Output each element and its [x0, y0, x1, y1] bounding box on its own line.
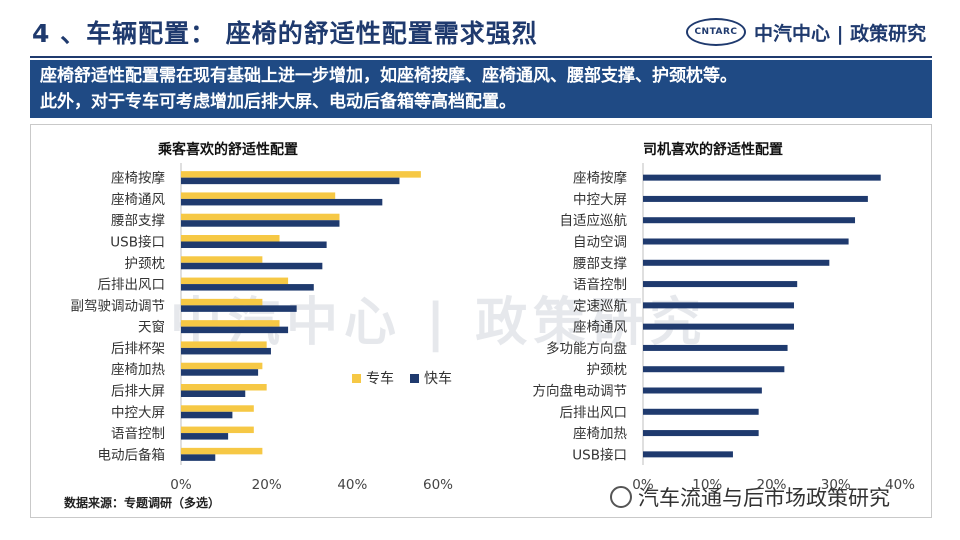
x-tick-label: 30%: [821, 477, 851, 493]
bar-专车: [181, 426, 254, 434]
category-label: 多功能方向盘: [546, 340, 627, 357]
bar-司机: [643, 323, 794, 330]
legend-swatch: [352, 374, 361, 383]
category-label: 电动后备箱: [98, 446, 166, 463]
category-label: 座椅加热: [573, 426, 627, 442]
category-label: 后排大屏: [111, 384, 165, 400]
logo-mark: CNTARC: [686, 18, 746, 46]
category-label: USB接口: [110, 234, 165, 251]
chart-title: 司机喜欢的舒适性配置: [643, 141, 783, 158]
x-tick-label: 0%: [170, 477, 192, 493]
bar-快车: [181, 177, 400, 185]
bar-司机: [643, 281, 798, 288]
category-label: 护颈枕: [125, 256, 166, 272]
bar-专车: [181, 320, 280, 327]
category-label: 自适应巡航: [560, 212, 628, 229]
bar-快车: [181, 262, 323, 270]
category-label: 座椅通风: [111, 192, 165, 208]
bar-专车: [181, 235, 280, 242]
x-tick-label: 10%: [692, 477, 722, 493]
category-label: 语音控制: [573, 276, 627, 293]
bar-专车: [181, 384, 267, 391]
bar-专车: [181, 341, 267, 348]
bar-司机: [643, 387, 762, 394]
bar-专车: [181, 298, 263, 306]
wechat-attribution: 汽车流通与后市场政策研究: [610, 482, 890, 512]
page-title: 4 、车辆配置： 座椅的舒适性配置需求强烈: [32, 19, 538, 48]
bar-司机: [643, 366, 785, 373]
bar-司机: [643, 302, 794, 309]
wechat-icon: [610, 486, 632, 508]
bar-快车: [181, 220, 340, 227]
bar-快车: [181, 433, 229, 440]
bar-专车: [181, 192, 336, 199]
bar-快车: [181, 241, 327, 248]
category-label: 座椅按摩: [111, 170, 165, 187]
bar-专车: [181, 213, 340, 221]
bar-专车: [181, 447, 263, 455]
category-label: 后排杯架: [111, 341, 165, 357]
category-label: 副驾驶调动调节: [71, 298, 166, 314]
data-source-note: 数据来源：专题调研（多选）: [64, 496, 221, 510]
bar-专车: [181, 171, 421, 178]
bar-司机: [643, 408, 759, 415]
x-tick-label: 20%: [252, 477, 282, 493]
category-label: 方向盘电动调节: [533, 383, 628, 400]
title-divider: [30, 56, 932, 58]
category-label: 中控大屏: [573, 192, 627, 208]
bar-快车: [181, 454, 216, 461]
legend-label: 专车: [366, 370, 394, 387]
bar-快车: [181, 411, 233, 419]
bar-快车: [181, 198, 383, 206]
summary-banner: 座椅舒适性配置需在现有基础上进一步增加，如座椅按摩、座椅通风、腰部支撑、护颈枕等…: [30, 60, 932, 118]
bar-司机: [643, 195, 868, 202]
bar-司机: [643, 451, 733, 458]
bar-专车: [181, 362, 263, 370]
bar-快车: [181, 305, 297, 312]
category-label: 座椅加热: [111, 362, 165, 378]
bar-专车: [181, 277, 289, 285]
bar-司机: [643, 238, 849, 245]
bar-司机: [643, 430, 759, 437]
bar-快车: [181, 326, 289, 334]
x-tick-label: 0%: [632, 477, 654, 493]
category-label: 腰部支撑: [111, 213, 165, 229]
category-label: 自动空调: [573, 235, 627, 251]
legend-label: 快车: [424, 370, 452, 387]
category-label: 中控大屏: [111, 405, 165, 421]
category-label: 后排出风口: [560, 405, 628, 421]
category-label: 天窗: [138, 319, 165, 336]
bar-快车: [181, 284, 314, 291]
summary-line-1: 座椅舒适性配置需在现有基础上进一步增加，如座椅按摩、座椅通风、腰部支撑、护颈枕等…: [40, 66, 737, 86]
category-label: 座椅按摩: [573, 170, 627, 187]
category-label: 后排出风口: [98, 277, 166, 293]
summary-line-2: 此外，对于专车可考虑增加后排大屏、电动后备箱等高档配置。: [40, 92, 516, 112]
x-tick-label: 60%: [423, 477, 453, 493]
bar-快车: [181, 369, 259, 376]
bar-专车: [181, 256, 263, 263]
category-label: USB接口: [572, 446, 627, 463]
bar-快车: [181, 390, 246, 397]
chart-title: 乘客喜欢的舒适性配置: [157, 141, 298, 158]
bar-司机: [643, 259, 830, 266]
bar-快车: [181, 347, 271, 355]
chart-panel: [30, 124, 932, 518]
category-label: 定速巡航: [573, 298, 627, 314]
legend-swatch: [410, 374, 419, 383]
logo-text: 中汽中心 | 政策研究: [754, 22, 927, 45]
wechat-account-name: 汽车流通与后市场政策研究: [638, 486, 890, 510]
x-tick-label: 40%: [337, 477, 367, 493]
bar-专车: [181, 405, 254, 412]
category-label: 护颈枕: [587, 362, 628, 378]
category-label: 腰部支撑: [573, 256, 627, 272]
category-label: 语音控制: [111, 425, 165, 442]
category-label: 座椅通风: [573, 320, 627, 336]
bar-司机: [643, 344, 788, 351]
bar-司机: [643, 217, 856, 224]
brand-logo: CNTARC 中汽中心 | 政策研究: [686, 18, 926, 46]
x-tick-label: 20%: [756, 477, 786, 493]
bar-司机: [643, 174, 881, 181]
x-tick-label: 40%: [885, 477, 915, 493]
